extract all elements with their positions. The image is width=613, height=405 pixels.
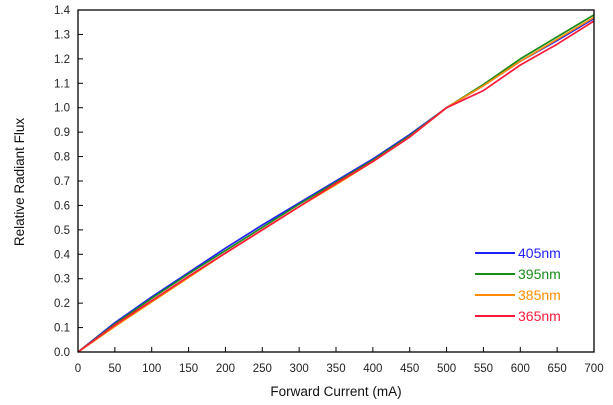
x-tick-label: 100	[142, 363, 161, 375]
x-tick-label: 650	[548, 363, 567, 375]
series-line-385nm	[77, 16, 595, 353]
y-tick-label: 1.1	[54, 78, 70, 90]
legend-label: 365nm	[518, 308, 561, 324]
y-tick-label: 0.8	[54, 152, 70, 164]
x-tick-label: 300	[290, 363, 309, 375]
y-tick-label: 0.5	[54, 225, 70, 237]
y-axis-title: Relative Radiant Flux	[12, 118, 27, 247]
x-tick-label: 400	[363, 363, 382, 375]
series-line-365nm	[77, 20, 595, 353]
y-tick-label: 1.3	[54, 29, 70, 41]
x-tick-label: 0	[75, 363, 81, 375]
y-tick-label: 1.2	[54, 54, 70, 66]
legend-label: 395nm	[518, 266, 561, 282]
y-tick-label: 1.0	[54, 103, 70, 115]
y-tick-label: 0.6	[54, 200, 70, 212]
y-tick-label: 0.3	[54, 274, 70, 286]
x-tick-label: 350	[326, 363, 345, 375]
y-tick-label: 0.4	[54, 249, 71, 261]
legend-label: 405nm	[518, 245, 561, 261]
y-tick-label: 0.1	[54, 323, 70, 335]
plot-frame	[77, 9, 595, 353]
series-line-395nm	[77, 14, 595, 353]
x-tick-label: 250	[253, 363, 272, 375]
x-tick-label: 600	[511, 363, 530, 375]
y-tick-label: 0.0	[54, 347, 70, 359]
x-axis-title: Forward Current (mA)	[270, 384, 401, 399]
y-tick-label: 1.4	[54, 5, 71, 17]
x-tick-label: 200	[216, 363, 235, 375]
legend-label: 385nm	[518, 287, 561, 303]
x-tick-label: 550	[474, 363, 493, 375]
x-tick-label: 700	[584, 363, 603, 375]
x-tick-label: 50	[108, 363, 121, 375]
x-tick-label: 150	[179, 363, 198, 375]
y-tick-label: 0.7	[54, 176, 70, 188]
y-tick-label: 0.2	[54, 298, 70, 310]
x-tick-label: 500	[437, 363, 456, 375]
x-tick-label: 450	[400, 363, 419, 375]
y-tick-label: 0.9	[54, 127, 70, 139]
